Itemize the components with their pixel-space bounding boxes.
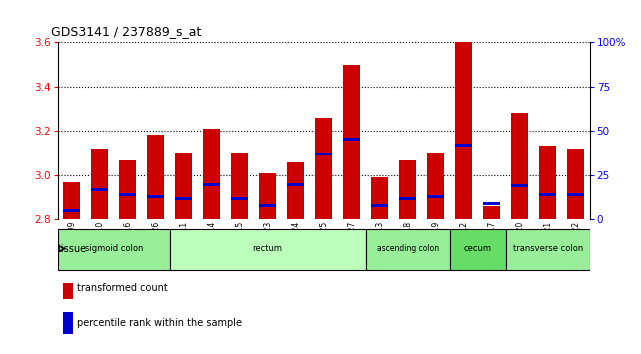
Bar <box>366 229 450 270</box>
Bar <box>231 197 248 200</box>
Bar <box>231 153 248 219</box>
Bar <box>175 153 192 219</box>
Text: percentile rank within the sample: percentile rank within the sample <box>77 318 242 329</box>
Text: GDS3141 / 237889_s_at: GDS3141 / 237889_s_at <box>51 25 202 38</box>
Bar <box>315 118 332 219</box>
Bar <box>399 197 416 200</box>
Text: ascending colon: ascending colon <box>377 244 439 253</box>
Bar <box>63 182 80 219</box>
Bar <box>567 193 584 196</box>
Bar <box>371 177 388 219</box>
Text: cecum: cecum <box>463 244 492 253</box>
Text: rectum: rectum <box>253 244 283 253</box>
Bar <box>203 183 220 185</box>
Bar <box>119 193 136 196</box>
Bar <box>170 229 366 270</box>
Bar <box>344 65 360 219</box>
Bar <box>260 173 276 219</box>
Bar <box>506 229 590 270</box>
Bar <box>63 277 73 299</box>
Bar <box>539 193 556 196</box>
Bar <box>455 144 472 147</box>
Bar <box>399 160 416 219</box>
Bar <box>63 312 73 334</box>
Bar <box>512 113 528 219</box>
Bar <box>175 197 192 200</box>
Bar <box>567 149 584 219</box>
Bar <box>63 209 80 212</box>
Bar <box>455 42 472 219</box>
Text: transverse colon: transverse colon <box>513 244 583 253</box>
Bar <box>428 153 444 219</box>
Bar <box>203 129 220 219</box>
Bar <box>287 183 304 185</box>
Bar <box>483 206 500 219</box>
Bar <box>315 153 332 155</box>
Bar <box>260 204 276 207</box>
Text: transformed count: transformed count <box>77 283 168 293</box>
Bar <box>58 229 170 270</box>
Bar <box>539 147 556 219</box>
Bar <box>119 160 136 219</box>
Bar <box>512 184 528 187</box>
Bar <box>147 135 164 219</box>
Bar <box>287 162 304 219</box>
Bar <box>147 195 164 198</box>
Text: sigmoid colon: sigmoid colon <box>85 244 143 253</box>
Bar <box>371 204 388 207</box>
Bar <box>344 138 360 141</box>
Text: tissue: tissue <box>58 244 87 254</box>
Bar <box>450 229 506 270</box>
Bar <box>91 188 108 191</box>
Bar <box>428 195 444 198</box>
Bar <box>91 149 108 219</box>
Bar <box>483 202 500 205</box>
